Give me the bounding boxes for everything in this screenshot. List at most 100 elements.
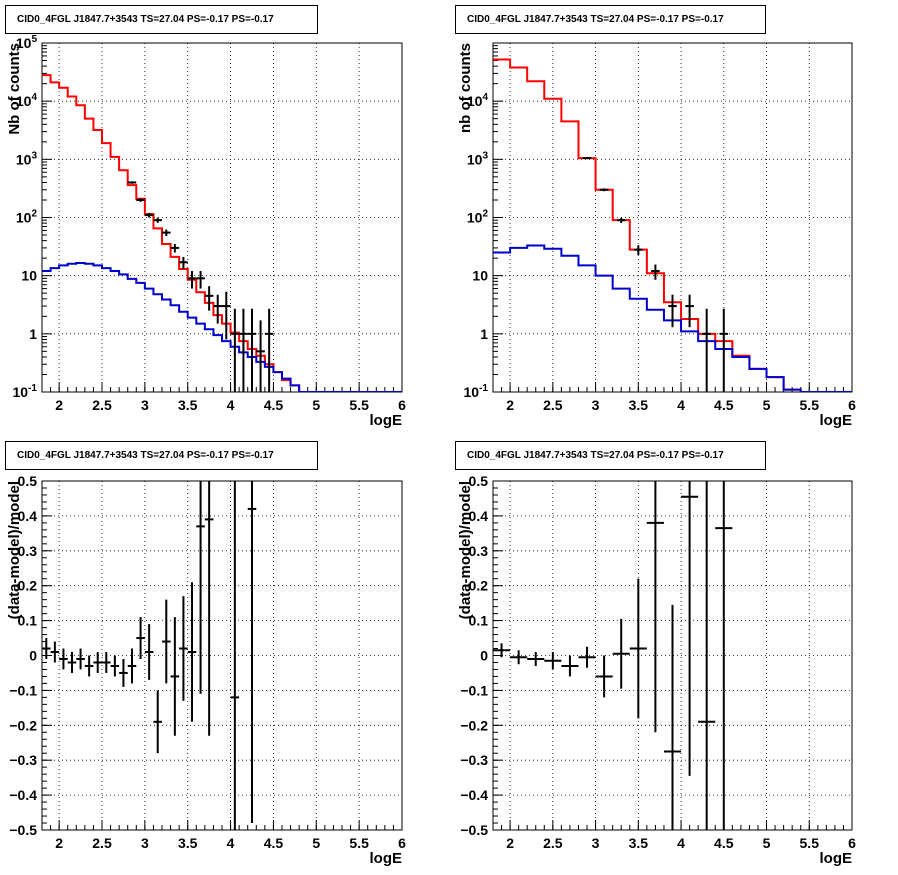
y-tick-label: 0 xyxy=(29,648,37,664)
y-tick-label: 1 xyxy=(29,326,37,342)
x-tick-label: 2.5 xyxy=(543,397,563,413)
x-tick-label: 4.5 xyxy=(264,835,284,851)
data-point xyxy=(170,244,180,253)
data-point xyxy=(247,308,257,392)
x-tick-label: 2 xyxy=(506,397,514,413)
x-tick-label: 3 xyxy=(592,397,600,413)
plot-frame xyxy=(492,42,853,393)
x-tick-label: 4.5 xyxy=(264,397,284,413)
x-tick-label: 5 xyxy=(312,835,320,851)
data-point xyxy=(76,648,85,670)
data-point xyxy=(646,481,664,733)
data-area xyxy=(493,58,852,392)
y-tick-label: 0.2 xyxy=(469,578,489,594)
x-tick-label: 2.5 xyxy=(92,835,112,851)
x-tick-label: 5 xyxy=(312,397,320,413)
x-tick-label: 4.5 xyxy=(714,397,734,413)
y-axis-label: nb of counts xyxy=(457,43,474,133)
y-tick-label: 0.2 xyxy=(18,578,38,594)
x-tick-label: 5.5 xyxy=(349,397,369,413)
model-total-step xyxy=(42,74,402,392)
data-point xyxy=(136,198,145,202)
data-point xyxy=(616,217,626,223)
x-tick-label: 6 xyxy=(398,397,406,413)
data-point xyxy=(187,582,197,722)
data-point xyxy=(582,157,592,160)
data-point xyxy=(119,658,128,687)
y-tick-label: 104 xyxy=(467,92,489,109)
x-tick-label: 6 xyxy=(398,835,406,851)
x-tick-label: 2 xyxy=(55,835,63,851)
x-tick-label: 4.5 xyxy=(714,835,734,851)
x-tick-label: 5.5 xyxy=(349,835,369,851)
data-point xyxy=(595,655,613,698)
y-tick-label: 102 xyxy=(16,209,38,226)
data-point xyxy=(578,646,596,668)
x-tick-label: 6 xyxy=(848,397,856,413)
data-point xyxy=(493,643,511,658)
y-tick-label: 0 xyxy=(480,648,488,664)
data-point xyxy=(544,652,562,670)
data-point xyxy=(59,648,68,670)
x-axis-label: logE xyxy=(820,850,853,867)
data-point xyxy=(204,481,214,736)
x-tick-label: 3.5 xyxy=(178,835,198,851)
data-point xyxy=(50,641,60,663)
data-point xyxy=(561,655,579,677)
data-point xyxy=(715,481,733,830)
data-point xyxy=(84,655,94,677)
data-point xyxy=(612,618,630,689)
data-point xyxy=(136,617,145,659)
y-tick-label: 10 xyxy=(472,268,488,284)
data-point xyxy=(702,308,711,392)
data-point xyxy=(668,294,677,328)
data-point xyxy=(264,308,274,392)
x-tick-label: 6 xyxy=(848,835,856,851)
data-point xyxy=(196,271,205,289)
data-point xyxy=(230,481,240,830)
y-tick-label: −0.4 xyxy=(9,787,37,803)
x-tick-label: 4 xyxy=(677,835,685,851)
y-tick-label: 10 xyxy=(21,268,37,284)
data-point xyxy=(719,308,729,392)
title-box xyxy=(5,441,318,470)
y-tick-label: 103 xyxy=(16,150,38,167)
data-point xyxy=(42,638,51,659)
data-point xyxy=(222,291,231,340)
data-point xyxy=(144,624,154,680)
y-tick-label: 0.5 xyxy=(469,473,489,489)
panel-3: CID0_4FGL J1847.7+3543 TS=27.04 PS=-0.17… xyxy=(5,441,406,867)
data-point xyxy=(681,481,699,776)
data-point xyxy=(67,652,77,673)
x-tick-label: 3 xyxy=(592,835,600,851)
y-tick-label: 1 xyxy=(480,326,488,342)
y-tick-label: 105 xyxy=(16,34,38,51)
y-tick-label: 0.1 xyxy=(18,613,38,629)
data-point xyxy=(170,617,180,736)
title-box xyxy=(455,5,766,34)
data-point xyxy=(153,217,162,223)
data-point xyxy=(127,648,137,684)
y-tick-label: −0.1 xyxy=(9,682,37,698)
chart-title: CID0_4FGL J1847.7+3543 TS=27.04 PS=-0.17… xyxy=(467,14,724,25)
data-point xyxy=(153,690,162,754)
y-tick-label: 0.3 xyxy=(469,543,489,559)
data-point xyxy=(663,604,682,830)
x-tick-label: 3.5 xyxy=(629,397,649,413)
chart-title: CID0_4FGL J1847.7+3543 TS=27.04 PS=-0.17… xyxy=(17,14,274,25)
data-point xyxy=(93,652,102,673)
data-point xyxy=(162,229,171,237)
y-tick-label: 102 xyxy=(467,209,489,226)
y-axis-label: Nb of counts xyxy=(6,43,23,135)
y-tick-label: 103 xyxy=(467,150,489,167)
y-tick-label: −0.4 xyxy=(460,787,488,803)
y-axis-label: (data-model)/model xyxy=(6,481,23,619)
title-box xyxy=(5,5,318,34)
x-tick-label: 3.5 xyxy=(629,835,649,851)
panel-2: CID0_4FGL J1847.7+3543 TS=27.04 PS=-0.17… xyxy=(455,5,856,429)
y-tick-label: −0.3 xyxy=(460,752,488,768)
data-area xyxy=(493,481,733,830)
x-tick-label: 2.5 xyxy=(92,397,112,413)
data-point xyxy=(230,308,240,392)
